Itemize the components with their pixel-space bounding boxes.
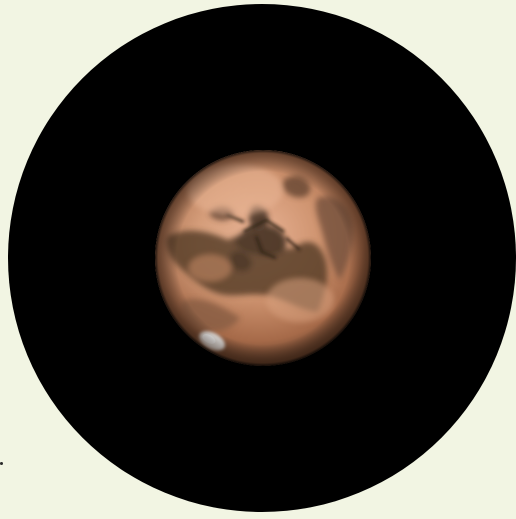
dust-speck bbox=[0, 462, 3, 465]
mars-disk bbox=[155, 150, 371, 366]
